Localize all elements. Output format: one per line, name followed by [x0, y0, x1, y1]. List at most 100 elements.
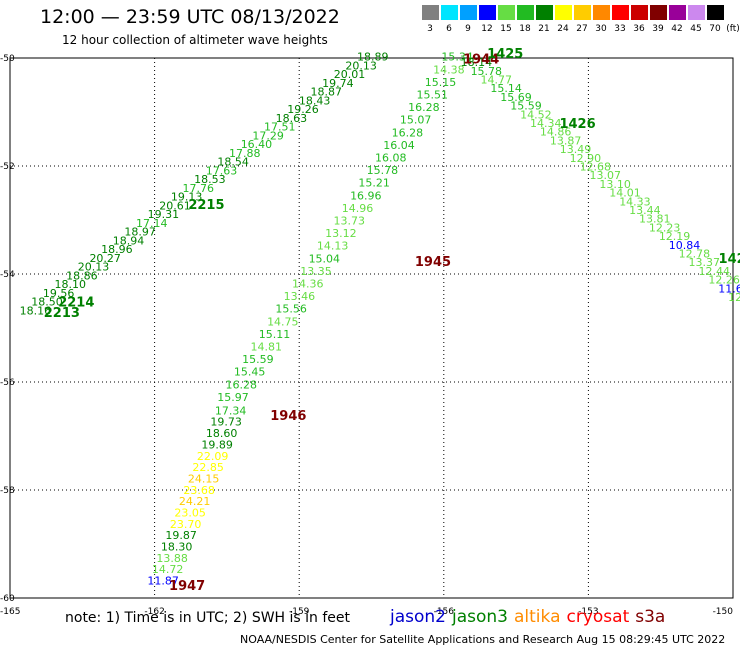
legend-swatch	[574, 5, 591, 20]
legend-label: 45	[690, 24, 702, 34]
wave-height-label: 18.53	[194, 173, 226, 186]
legend-unit: (ft)	[726, 24, 740, 34]
wave-height-label: 20.27	[89, 252, 121, 265]
legend-swatch	[498, 5, 515, 20]
wave-height-label: 15.59	[510, 100, 541, 113]
wave-height-label: 13.87	[550, 134, 582, 147]
wave-height-label: 15.21	[358, 177, 390, 190]
wave-height-label: 14.52	[520, 108, 552, 121]
chart-grid	[10, 58, 733, 598]
legend-label: 6	[446, 24, 452, 34]
wave-height-label: 13.35	[300, 265, 332, 278]
wave-height-values: 18.1618.5019.5618.1018.8620.1320.2718.96…	[20, 51, 740, 588]
wave-height-label: 18.14	[461, 56, 493, 69]
axis-tick-labels: -50 -52 -54 -56 -58 -60 -165 -162 -159 -156 -153 -1…	[0, 54, 733, 617]
wave-height-label: 15.11	[259, 328, 291, 341]
wave-height-label: 13.07	[589, 169, 621, 182]
wave-height-label: 19.13	[171, 191, 203, 204]
wave-height-label: 15.51	[416, 89, 448, 102]
legend-swatch	[688, 5, 705, 20]
wave-height-label: 24.15	[188, 472, 220, 485]
wave-height-label: 19.31	[148, 208, 180, 221]
y-tick-label: -58	[0, 486, 15, 496]
wave-height-label: 18.16	[20, 305, 52, 318]
wave-height-label: 18.94	[113, 234, 144, 247]
wave-height-label: 18.43	[299, 94, 331, 107]
y-tick-label: -50	[0, 54, 15, 64]
legend-label: 27	[576, 24, 588, 34]
wave-height-label: 13.46	[284, 290, 316, 303]
wave-height-label: 15.78	[471, 65, 503, 78]
footer-note: note: 1) Time is in UTC; 2) SWH is in fe…	[65, 610, 351, 626]
wave-height-label: 13.44	[629, 204, 661, 217]
legend-swatch	[707, 5, 724, 20]
wave-height-label: 19.26	[287, 103, 319, 116]
wave-height-label: 15.04	[309, 252, 341, 265]
wave-height-label: 12.44	[698, 265, 730, 278]
satellite-legend: jason2 jason3 altika cryosat s3a	[390, 607, 671, 627]
legend-swatch	[517, 5, 534, 20]
legend-swatch	[536, 5, 553, 20]
legend-label: 39	[652, 24, 664, 34]
wave-height-label: 15.15	[425, 76, 457, 89]
wave-height-label: 14.34	[530, 117, 562, 130]
x-tick-label: -162	[144, 607, 164, 617]
legend-swatch	[650, 5, 667, 20]
legend-label: 70	[709, 24, 721, 34]
wave-height-label: 12.19	[659, 230, 691, 243]
wave-height-label: 14.81	[250, 341, 282, 354]
wave-height-label: 17.76	[183, 182, 215, 195]
wave-height-label: 19.87	[165, 529, 197, 542]
wave-height-label: 14.01	[609, 187, 641, 200]
wave-height-label: 16.28	[392, 126, 424, 139]
legend-swatch	[441, 5, 458, 20]
x-tick-label: -165	[0, 607, 20, 617]
wave-height-label: 14.75	[267, 315, 299, 328]
pass-number-label: 1947	[169, 579, 205, 594]
wave-height-label: 23.68	[183, 484, 215, 497]
wave-height-label: 18.86	[66, 269, 98, 282]
legend-label: 12	[481, 24, 493, 34]
wave-height-label: 13.49	[560, 143, 592, 156]
legend-label: 30	[595, 24, 607, 34]
wave-height-label: 15.69	[500, 91, 532, 104]
x-tick-label: -150	[713, 607, 734, 617]
wave-height-label: 12.68	[580, 161, 612, 174]
wave-height-label: 15.45	[234, 366, 266, 379]
legend-swatch	[612, 5, 629, 20]
legend-swatch	[669, 5, 686, 20]
pass-number-label: 2213	[44, 306, 80, 321]
legend-label: 24	[557, 24, 569, 34]
wave-height-label: 13.12	[325, 227, 357, 240]
wave-height-label: 18.89	[357, 51, 389, 64]
wave-height-label: 17.29	[252, 129, 284, 142]
wave-height-label: 13.81	[639, 213, 671, 226]
wave-height-label: 19.89	[201, 438, 233, 451]
wave-height-label: 17.63	[206, 164, 238, 177]
wave-height-label: 12.23	[649, 221, 681, 234]
wave-height-label: 20.13	[78, 261, 110, 274]
plot-frame	[9, 57, 734, 599]
wave-height-label: 10.84	[669, 239, 701, 252]
wave-height-label: 17.14	[136, 217, 168, 230]
wave-height-label: 15.07	[400, 114, 432, 127]
legend-swatch	[479, 5, 496, 20]
chart-subtitle: 12 hour collection of altimeter wave hei…	[62, 33, 328, 47]
wave-height-label: 15.97	[217, 391, 249, 404]
legend-label: 33	[614, 24, 626, 34]
legend-label: 21	[538, 24, 550, 34]
y-tick-label: -56	[0, 378, 15, 388]
wave-height-label: 13.88	[156, 552, 188, 565]
y-tick-label: -52	[0, 162, 15, 172]
legend-label: 36	[633, 24, 645, 34]
wave-height-label: 18.30	[161, 540, 193, 553]
wave-height-label: 16.04	[383, 139, 415, 152]
legend-label: 18	[519, 24, 531, 34]
wave-height-label: 22.09	[197, 450, 229, 463]
chart-title: 12:00 — 23:59 UTC 08/13/2022	[40, 6, 340, 28]
wave-height-label: 18.60	[206, 427, 238, 440]
wave-height-label: 15.14	[490, 82, 521, 95]
wave-height-label: 15.78	[367, 164, 399, 177]
wave-height-label: 18.97	[124, 226, 156, 239]
wave-height-label: 12.78	[679, 248, 711, 261]
